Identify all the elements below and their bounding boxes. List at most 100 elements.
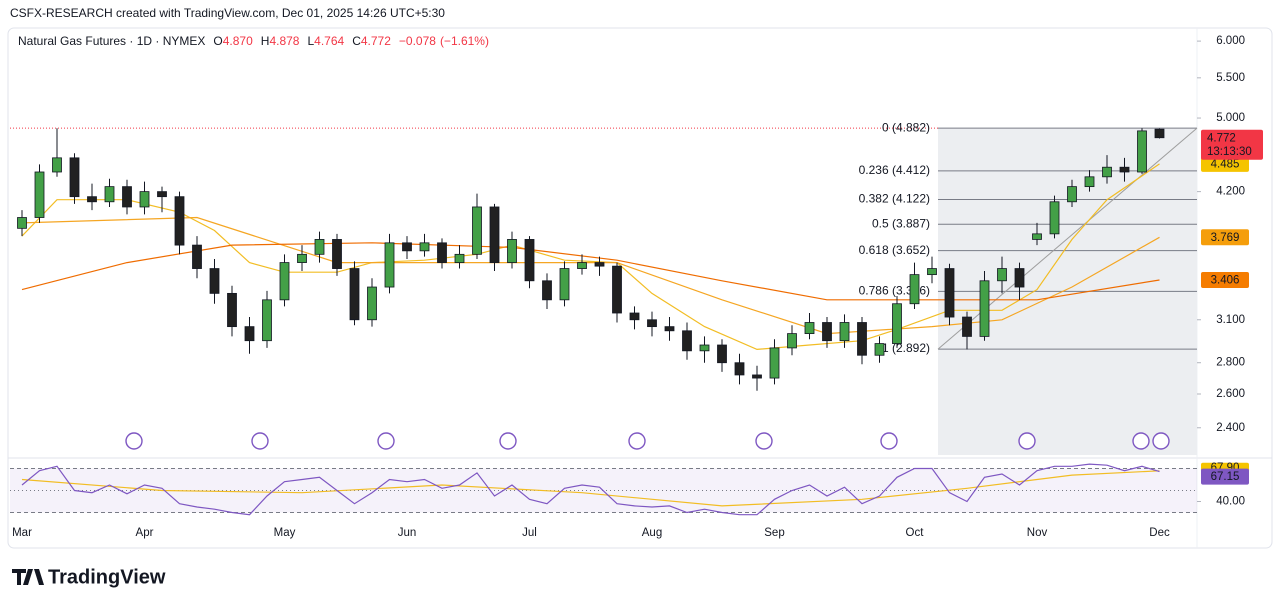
candle-body bbox=[1014, 268, 1025, 288]
candle-body bbox=[402, 242, 412, 252]
candle-body bbox=[979, 280, 990, 337]
candle-body bbox=[454, 253, 465, 263]
fib-label: 1 (2.892) bbox=[882, 341, 930, 355]
legend: Natural Gas Futures · 1D · NYMEX O4.870 H4… bbox=[18, 34, 489, 48]
candle-body bbox=[1102, 166, 1112, 178]
candle-body bbox=[787, 333, 797, 349]
x-tick-label: Sep bbox=[764, 527, 784, 539]
candle-body bbox=[87, 196, 97, 203]
candle-body bbox=[629, 312, 640, 321]
last-price-box bbox=[1201, 129, 1263, 160]
y-tick-label: 2.800 bbox=[1216, 357, 1245, 369]
moving-average bbox=[21, 163, 1160, 351]
candle-body bbox=[822, 322, 832, 342]
y-tick-label: 2.600 bbox=[1216, 388, 1245, 400]
countdown: 13:13:30 bbox=[1207, 146, 1252, 158]
rsi-line bbox=[21, 463, 1160, 516]
candle-body bbox=[559, 268, 570, 301]
candle-body bbox=[349, 268, 360, 321]
x-tick-label: Dec bbox=[1149, 527, 1170, 539]
candle-body bbox=[734, 362, 745, 376]
event-marker[interactable] bbox=[1132, 432, 1150, 450]
ohlc-value: 4.870 bbox=[223, 34, 253, 48]
y-tick-label: 40.00 bbox=[1216, 496, 1245, 508]
candle-body bbox=[664, 326, 675, 332]
event-marker[interactable] bbox=[755, 432, 773, 450]
candle-body bbox=[157, 191, 167, 198]
candle-body bbox=[489, 206, 500, 263]
x-tick-label: May bbox=[274, 527, 296, 539]
event-marker[interactable] bbox=[499, 432, 517, 450]
x-tick-label: Jul bbox=[522, 527, 537, 539]
candle-body bbox=[612, 265, 622, 314]
candle-body bbox=[122, 186, 132, 208]
y-tick-label: 2.400 bbox=[1216, 422, 1245, 434]
candle-body bbox=[1084, 176, 1095, 188]
event-marker[interactable] bbox=[125, 432, 143, 450]
y-tick-label: 5.500 bbox=[1216, 72, 1245, 84]
candle-body bbox=[174, 196, 185, 246]
candle-body bbox=[699, 344, 710, 352]
fib-label: 0 (4.882) bbox=[882, 120, 930, 134]
y-tick-label: 6.000 bbox=[1216, 35, 1245, 47]
x-tick-label: Jun bbox=[398, 527, 417, 539]
candle-body bbox=[332, 239, 342, 269]
footer-logo: TradingView bbox=[12, 566, 166, 588]
candle-body bbox=[1137, 130, 1147, 173]
ohlc-name: L bbox=[307, 34, 314, 48]
event-marker[interactable] bbox=[1152, 432, 1170, 450]
ohlc-value: 4.772 bbox=[361, 34, 391, 48]
candle-body bbox=[892, 303, 902, 344]
candle-body bbox=[139, 191, 150, 208]
event-marker[interactable] bbox=[251, 432, 269, 450]
candle-body bbox=[717, 344, 727, 364]
candle-body bbox=[314, 239, 325, 255]
event-marker[interactable] bbox=[880, 432, 898, 450]
fib-label: 0.618 (3.652) bbox=[859, 243, 930, 257]
candle-body bbox=[927, 268, 937, 276]
candle-body bbox=[34, 171, 45, 218]
candle-body bbox=[839, 322, 850, 342]
fib-label: 0.382 (4.122) bbox=[859, 192, 930, 206]
candle-body bbox=[804, 322, 815, 335]
rsi-ma bbox=[21, 470, 1160, 507]
y-tick-label: 4.200 bbox=[1216, 186, 1245, 198]
x-tick-label: Oct bbox=[906, 527, 925, 539]
y-tick-label: 3.100 bbox=[1216, 314, 1245, 326]
candle-body bbox=[874, 343, 885, 356]
candle-body bbox=[297, 253, 307, 263]
brand: TradingView bbox=[48, 566, 166, 588]
candle-body bbox=[209, 268, 220, 294]
main-layer: 2.400 2.600 2.800 3.100 4.200 5.000 5.500 6.000… bbox=[10, 35, 1263, 539]
candle-body bbox=[262, 299, 272, 342]
fib-label: 0.5 (3.887) bbox=[872, 216, 930, 230]
change-pct: (−1.61%) bbox=[440, 34, 489, 48]
candle-body bbox=[419, 242, 430, 252]
ohlc-name: O bbox=[213, 34, 222, 48]
moving-average bbox=[21, 216, 1160, 335]
x-tick-label: Mar bbox=[12, 527, 32, 539]
candle-body bbox=[752, 374, 762, 379]
candle-body bbox=[437, 242, 447, 263]
candle-body bbox=[1154, 128, 1165, 139]
candle-body bbox=[944, 268, 955, 318]
event-marker[interactable] bbox=[377, 432, 395, 450]
change: −0.078 bbox=[399, 34, 436, 48]
event-marker[interactable] bbox=[628, 432, 646, 450]
candle-body bbox=[594, 262, 605, 267]
candle-body bbox=[227, 292, 237, 328]
rsi-tag-label: 67.15 bbox=[1211, 471, 1240, 483]
candle-body bbox=[857, 322, 867, 356]
candle-body bbox=[192, 244, 202, 269]
candle-body bbox=[909, 274, 920, 305]
candle-body bbox=[367, 286, 377, 321]
chart-frame bbox=[7, 27, 1273, 549]
price-tag bbox=[1201, 229, 1249, 246]
ohlc-name: H bbox=[261, 34, 270, 48]
event-marker[interactable] bbox=[1018, 432, 1036, 450]
x-tick-label: Nov bbox=[1027, 527, 1048, 539]
candle-body bbox=[1049, 201, 1060, 235]
candle-body bbox=[647, 319, 657, 328]
candle-body bbox=[962, 316, 972, 337]
